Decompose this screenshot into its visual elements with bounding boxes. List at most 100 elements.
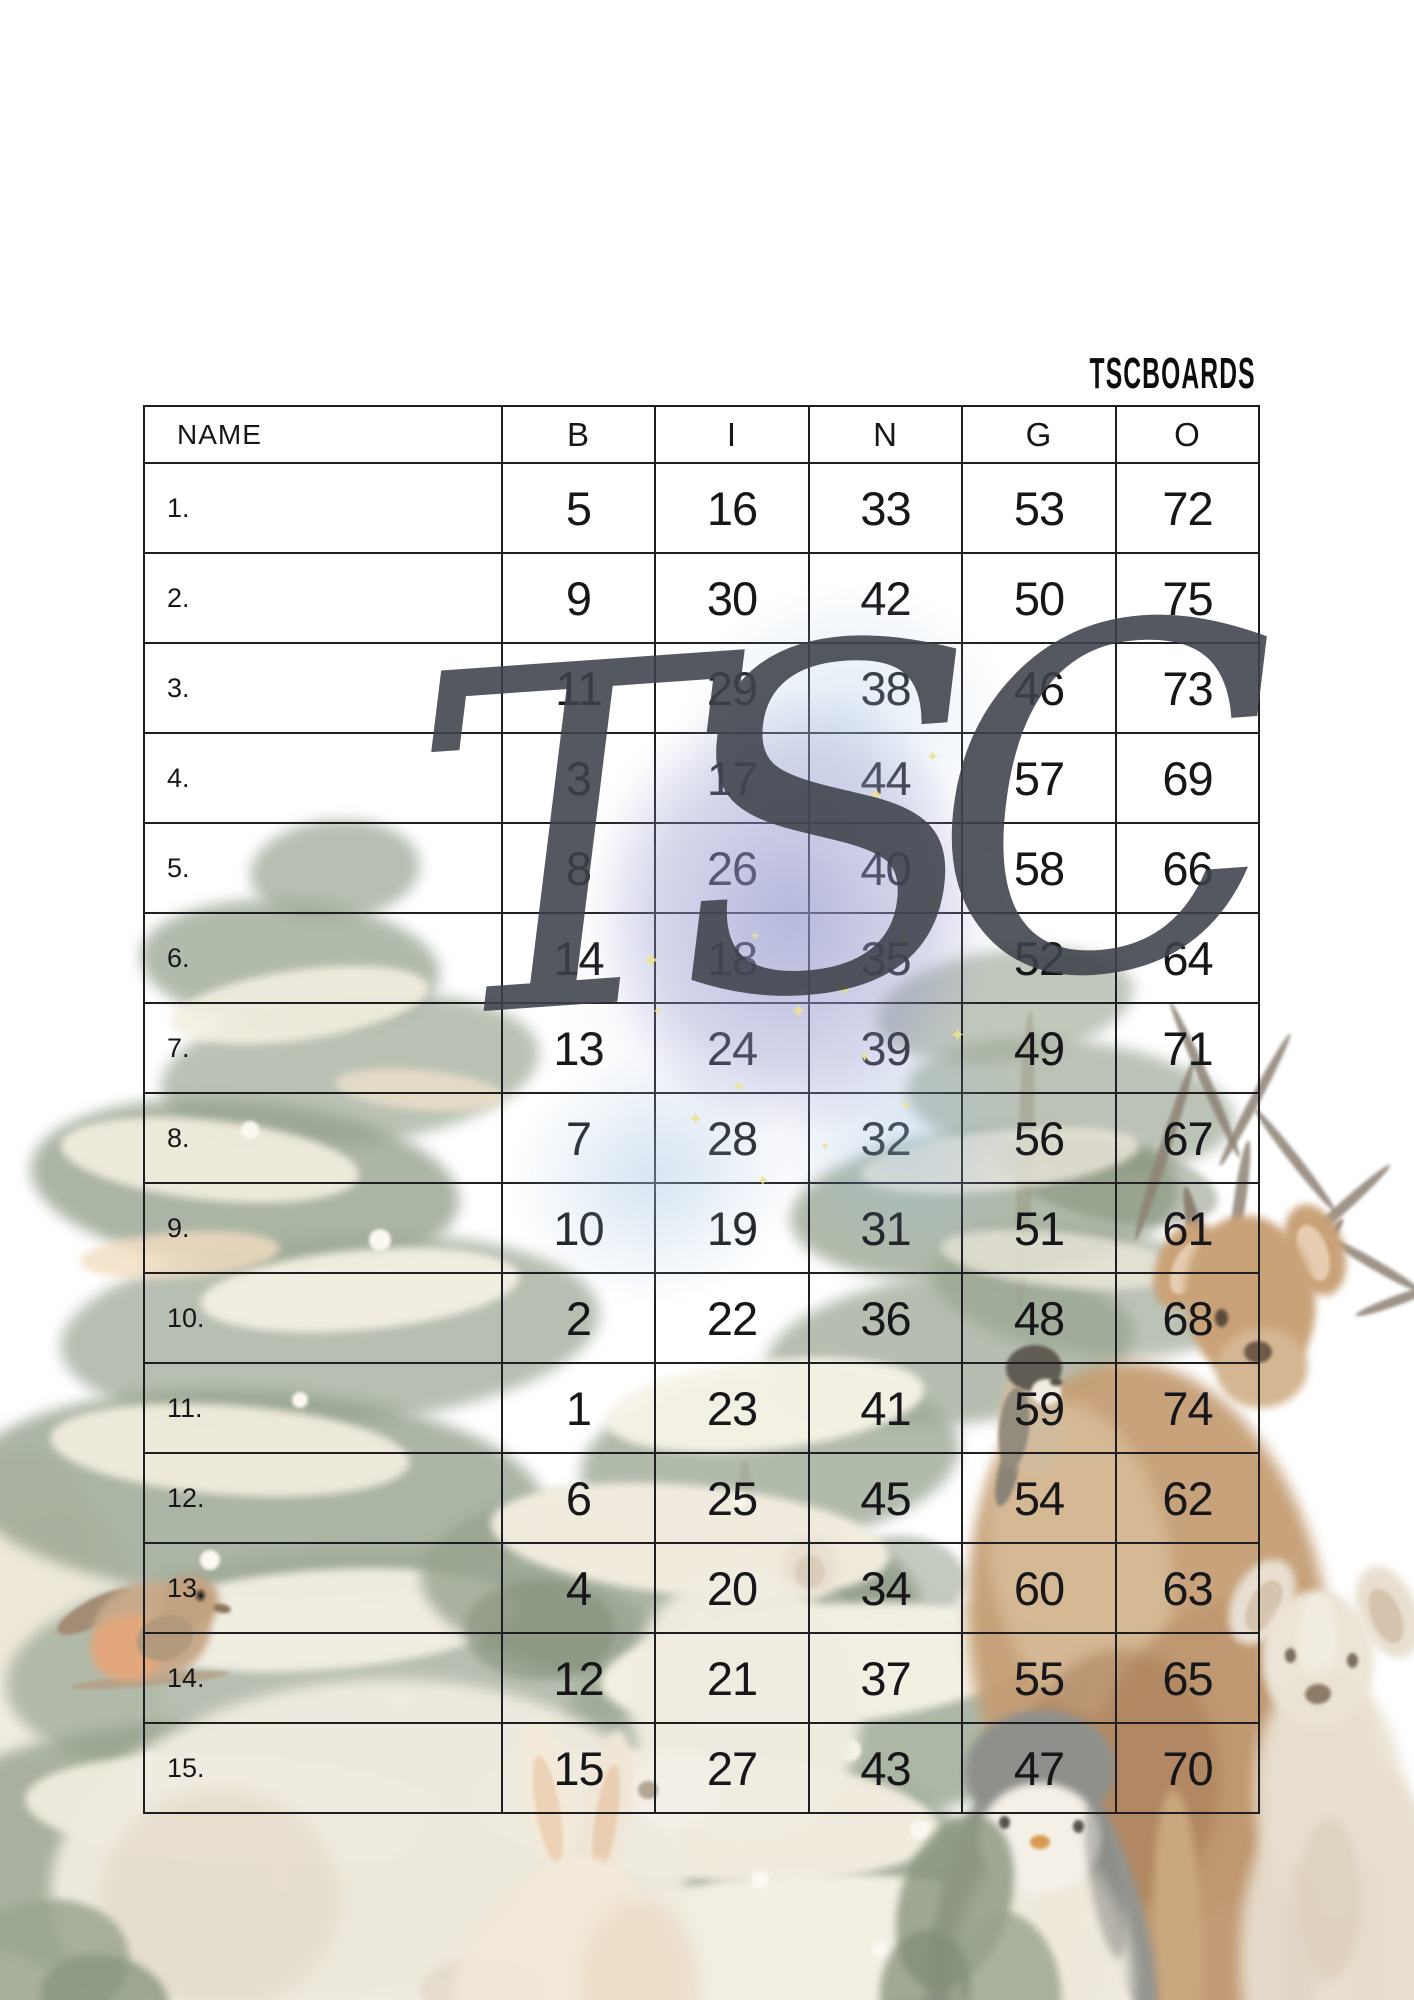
- antler-branch: [1324, 1233, 1414, 1297]
- bingo-cell-o: 66: [1117, 824, 1260, 914]
- bingo-table: NAME B I N G O 1. 5 16 33 53 72 2. 9 30 …: [143, 405, 1260, 1814]
- bingo-cell-i: 17: [656, 734, 810, 824]
- fawn-eye: [1347, 1653, 1358, 1668]
- bingo-cell-g: 52: [963, 914, 1117, 1004]
- row-number-label: 8.: [167, 1122, 190, 1153]
- row-number-label: 11.: [167, 1392, 203, 1423]
- bingo-cell-g: 51: [963, 1184, 1117, 1274]
- bingo-cell-g: 50: [963, 554, 1117, 644]
- bingo-cell-g: 60: [963, 1544, 1117, 1634]
- bingo-cell-o: 75: [1117, 554, 1260, 644]
- header-cell-i: I: [656, 407, 810, 464]
- name-cell[interactable]: 5.: [145, 824, 503, 914]
- bingo-cell-o: 72: [1117, 464, 1260, 554]
- bunny-head: [520, 1857, 640, 1967]
- bingo-cell-i: 27: [656, 1724, 810, 1814]
- bingo-cell-n: 35: [810, 914, 963, 1004]
- bingo-cell-b: 12: [503, 1634, 656, 1724]
- name-cell[interactable]: 7.: [145, 1004, 503, 1094]
- bingo-cell-o: 73: [1117, 644, 1260, 734]
- brand-logo-text: TSCBOARDS: [1089, 349, 1256, 398]
- antler-branch: [1354, 1279, 1414, 1321]
- bingo-cell-i: 20: [656, 1544, 810, 1634]
- bear-leg: [503, 1826, 617, 2000]
- bingo-cell-g: 55: [963, 1634, 1117, 1724]
- bingo-cell-b: 9: [503, 554, 656, 644]
- header-cell-n: N: [810, 407, 963, 464]
- penguin-flipper: [1063, 1786, 1173, 2000]
- row-number-label: 4.: [167, 762, 190, 793]
- name-cell[interactable]: 2.: [145, 554, 503, 644]
- bingo-cell-n: 32: [810, 1094, 963, 1184]
- bingo-cell-b: 1: [503, 1364, 656, 1454]
- penguin-eye: [1073, 1820, 1084, 1833]
- row-number-label: 9.: [167, 1212, 190, 1243]
- bingo-cell-n: 38: [810, 644, 963, 734]
- row-number-label: 13.: [167, 1572, 205, 1603]
- name-cell[interactable]: 9.: [145, 1184, 503, 1274]
- bingo-cell-i: 28: [656, 1094, 810, 1184]
- name-cell[interactable]: 10.: [145, 1274, 503, 1364]
- row-number-label: 15.: [167, 1752, 205, 1783]
- antler-branch: [1275, 1160, 1394, 1270]
- bingo-cell-g: 56: [963, 1094, 1117, 1184]
- bingo-cell-o: 71: [1117, 1004, 1260, 1094]
- row-number-label: 5.: [167, 852, 190, 883]
- bingo-cell-n: 40: [810, 824, 963, 914]
- bingo-cell-g: 48: [963, 1274, 1117, 1364]
- deer-ear: [1272, 1196, 1358, 1304]
- bingo-cell-b: 14: [503, 914, 656, 1004]
- row-number-label: 3.: [167, 672, 190, 703]
- robin-tail: [51, 1580, 139, 1644]
- bingo-cell-g: 58: [963, 824, 1117, 914]
- name-cell[interactable]: 14.: [145, 1634, 503, 1724]
- bingo-cell-g: 57: [963, 734, 1117, 824]
- penguin-body: [952, 1840, 1132, 2000]
- bingo-cell-n: 44: [810, 734, 963, 824]
- bingo-cell-o: 74: [1117, 1364, 1260, 1454]
- bingo-cell-i: 21: [656, 1634, 810, 1724]
- fawn-eye: [1285, 1648, 1296, 1663]
- bingo-cell-b: 2: [503, 1274, 656, 1364]
- bingo-cell-b: 8: [503, 824, 656, 914]
- name-cell[interactable]: 15.: [145, 1724, 503, 1814]
- bingo-cell-b: 13: [503, 1004, 656, 1094]
- bingo-cell-g: 49: [963, 1004, 1117, 1094]
- name-cell[interactable]: 13.: [145, 1544, 503, 1634]
- deer-leg: [1149, 1789, 1207, 2000]
- bingo-cell-g: 59: [963, 1364, 1117, 1454]
- name-cell[interactable]: 1.: [145, 464, 503, 554]
- fawn-leg: [1352, 1865, 1384, 2000]
- row-number-label: 14.: [167, 1662, 205, 1693]
- bingo-cell-i: 25: [656, 1454, 810, 1544]
- name-cell[interactable]: 12.: [145, 1454, 503, 1544]
- penguin-beak: [1030, 1835, 1050, 1849]
- bingo-cell-o: 62: [1117, 1454, 1260, 1544]
- bingo-cell-o: 65: [1117, 1634, 1260, 1724]
- row-number-label: 12.: [167, 1482, 205, 1513]
- bingo-cell-n: 42: [810, 554, 963, 644]
- bingo-cell-o: 67: [1117, 1094, 1260, 1184]
- row-number-label: 7.: [167, 1032, 190, 1063]
- bingo-cell-n: 39: [810, 1004, 963, 1094]
- bingo-cell-g: 53: [963, 464, 1117, 554]
- bingo-cell-g: 47: [963, 1724, 1117, 1814]
- bingo-cell-n: 37: [810, 1634, 963, 1724]
- header-cell-b: B: [503, 407, 656, 464]
- name-cell[interactable]: 6.: [145, 914, 503, 1004]
- bingo-cell-i: 22: [656, 1274, 810, 1364]
- bingo-cell-g: 54: [963, 1454, 1117, 1544]
- bingo-cell-n: 43: [810, 1724, 963, 1814]
- bingo-cell-n: 45: [810, 1454, 963, 1544]
- fawn-body: [1246, 1665, 1414, 1935]
- name-cell[interactable]: 11.: [145, 1364, 503, 1454]
- bingo-cell-b: 10: [503, 1184, 656, 1274]
- name-cell[interactable]: 4.: [145, 734, 503, 824]
- header-cell-name: NAME: [145, 407, 503, 464]
- name-cell[interactable]: 3.: [145, 644, 503, 734]
- bingo-cell-o: 63: [1117, 1544, 1260, 1634]
- brand-logo: TSCBOARDS: [959, 352, 1256, 396]
- name-cell[interactable]: 8.: [145, 1094, 503, 1184]
- bingo-cell-o: 68: [1117, 1274, 1260, 1364]
